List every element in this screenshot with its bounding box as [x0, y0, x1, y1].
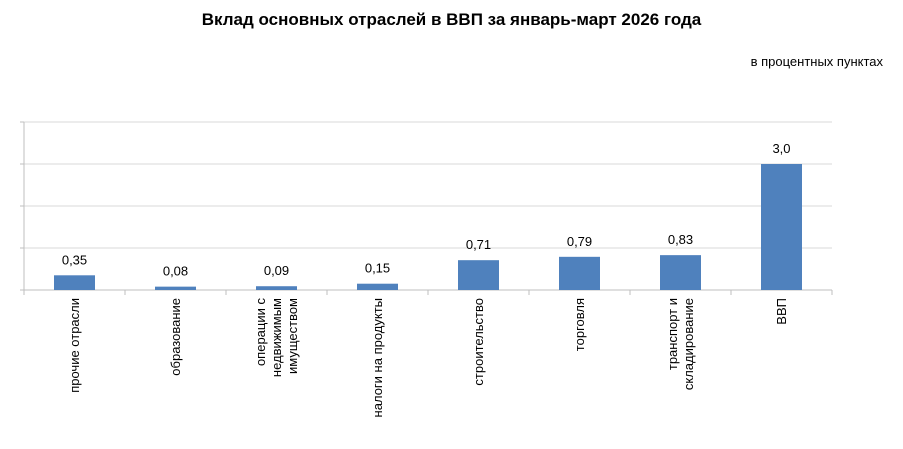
bar-7	[761, 164, 802, 290]
bar-5	[559, 256, 600, 290]
category-label-1: образование	[168, 298, 183, 376]
category-label-7: ВВП	[774, 298, 789, 325]
category-label-5: торговля	[572, 298, 587, 351]
category-label-2-line-1: недвижимым	[269, 298, 284, 377]
data-label-0: 0,35	[62, 252, 87, 267]
bar-2	[256, 286, 297, 290]
category-label-3-line-0: налоги на продукты	[370, 298, 385, 417]
category-label-1-line-0: образование	[168, 298, 183, 376]
data-label-5: 0,79	[567, 234, 592, 249]
category-label-2: операции с недвижимым имуществом	[253, 298, 300, 378]
data-label-1: 0,08	[163, 264, 188, 279]
data-label-6: 0,83	[668, 232, 693, 247]
bar-6	[660, 255, 701, 290]
category-label-6: транспорт и складирование	[665, 298, 696, 390]
data-label-4: 0,71	[466, 237, 491, 252]
category-label-5-line-0: торговля	[572, 298, 587, 351]
category-label-0-line-0: прочие отрасли	[67, 298, 82, 393]
unit-label: в процентных пунктах	[750, 54, 883, 69]
category-label-2-line-2: имуществом	[285, 298, 300, 374]
chart-title: Вклад основных отраслей в ВВП за январь-…	[201, 10, 702, 29]
data-label-7: 3,0	[772, 141, 790, 156]
category-label-2-line-0: операции с	[253, 298, 268, 367]
bar-4	[458, 260, 499, 290]
category-label-6-line-0: транспорт и	[665, 298, 680, 370]
bar-3	[357, 283, 398, 290]
category-label-3: налоги на продукты	[370, 298, 385, 417]
category-label-4: строительство	[471, 298, 486, 386]
category-label-6-line-1: складирование	[681, 298, 696, 390]
category-label-7-line-0: ВВП	[774, 298, 789, 325]
data-label-2: 0,09	[264, 263, 289, 278]
data-label-3: 0,15	[365, 261, 390, 276]
category-label-4-line-0: строительство	[471, 298, 486, 386]
bar-1	[155, 286, 196, 290]
category-label-0: прочие отрасли	[67, 298, 82, 393]
bar-0	[54, 275, 95, 290]
